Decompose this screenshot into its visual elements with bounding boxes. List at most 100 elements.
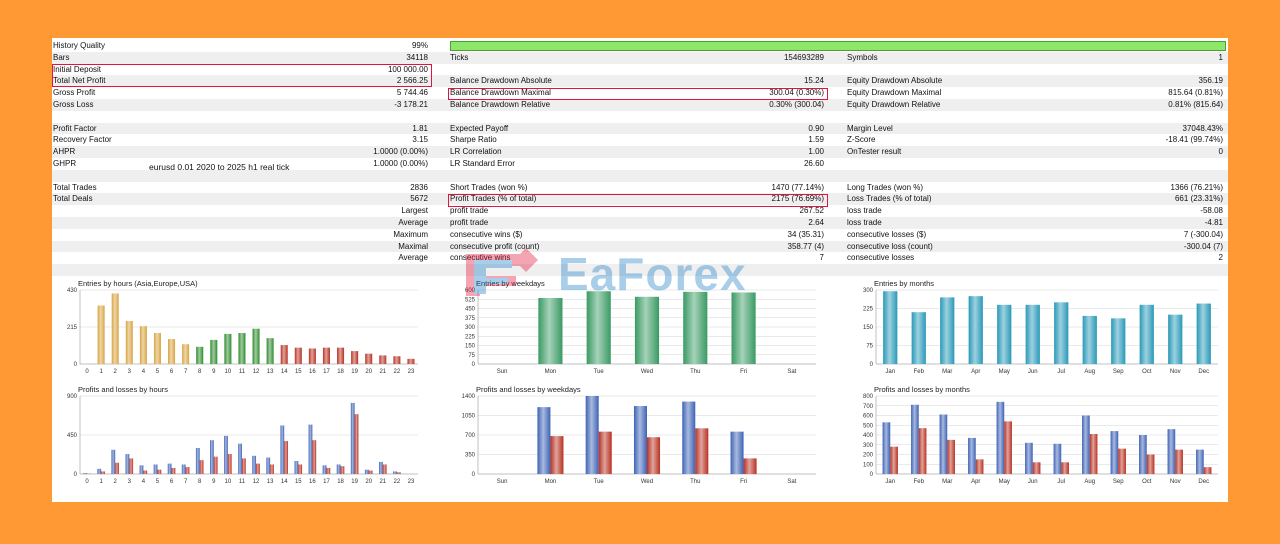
x-tick-label: 19 <box>351 479 358 485</box>
x-tick-label: Jun <box>1028 479 1038 485</box>
x-tick-label: 14 <box>281 369 288 375</box>
bar <box>241 458 246 474</box>
stat-value: 15.24 <box>803 76 824 86</box>
bar <box>139 326 147 364</box>
x-tick-label: 3 <box>128 369 132 375</box>
stat-label: Equity Drawdown Relative <box>847 100 941 109</box>
stat-label: Balance Drawdown Relative <box>450 100 551 109</box>
bar <box>182 344 190 364</box>
bar <box>115 462 120 474</box>
bar <box>266 457 271 474</box>
stats-row: Total Net Profit 2 566.25 Balance Drawdown… <box>52 75 1228 88</box>
stats-row <box>52 111 1228 123</box>
x-tick-label: 21 <box>379 369 386 375</box>
stat-value: 661 (23.31%) <box>1174 194 1223 204</box>
stat-value: 1.00 <box>808 147 824 157</box>
bar <box>298 464 303 474</box>
bar <box>153 333 161 364</box>
x-tick-label: Sun <box>497 369 508 375</box>
bar <box>1110 431 1119 474</box>
x-tick-label: 7 <box>184 369 188 375</box>
x-tick-label: Wed <box>641 479 653 485</box>
stats-row: Largest profit trade 267.52 loss trade -58.0… <box>52 205 1228 217</box>
stat-label: LR Standard Error <box>450 159 515 168</box>
x-tick-label: 14 <box>281 479 288 485</box>
bar <box>167 463 172 474</box>
bar <box>185 467 190 474</box>
stat-label: Bars <box>53 52 70 62</box>
bar <box>365 353 373 364</box>
x-tick-label: Mar <box>942 369 952 375</box>
y-tick-label: 600 <box>465 288 476 294</box>
y-tick-label: 0 <box>472 362 476 368</box>
x-tick-label: Nov <box>1170 479 1181 485</box>
x-tick-label: 23 <box>408 479 415 485</box>
x-tick-label: 10 <box>225 369 232 375</box>
y-tick-label: 100 <box>863 462 874 468</box>
bar <box>181 464 186 474</box>
bar <box>968 437 976 474</box>
bar <box>125 320 133 364</box>
stat-label: Profit Trades (% of total) <box>450 194 537 204</box>
bar <box>139 465 144 474</box>
bar <box>280 425 285 474</box>
stat-label: Initial Deposit <box>53 64 102 74</box>
stat-value: -300.04 (7) <box>1183 241 1223 251</box>
stat-label: Total Net Profit <box>53 76 106 86</box>
bar <box>911 404 919 474</box>
y-tick-label: 75 <box>866 344 873 350</box>
bar <box>308 424 313 474</box>
stat-label: Maximum <box>393 229 428 239</box>
x-tick-label: 16 <box>309 369 316 375</box>
bar <box>280 345 288 364</box>
stat-label: consecutive wins ($) <box>450 229 523 239</box>
logo-icon <box>466 248 538 296</box>
bar <box>585 396 599 474</box>
stats-row: History Quality 99% <box>52 40 1228 52</box>
bar <box>407 358 415 364</box>
stat-label: loss trade <box>847 218 882 227</box>
x-tick-label: 13 <box>267 369 274 375</box>
stat-value: 2175 (76.69%) <box>771 194 824 204</box>
chart-title: Entries by months <box>874 279 934 288</box>
bar <box>1168 314 1183 364</box>
bar <box>336 464 341 474</box>
stats-row: Bars 34118 Ticks 154693289 Symbols 1 <box>52 51 1228 64</box>
x-tick-label: 23 <box>408 369 415 375</box>
x-tick-label: 11 <box>239 479 246 485</box>
entries-by-weekdays-chart: Entries by weekdays 0 75 150 225 300 375 450 525… <box>465 279 816 375</box>
stat-value: 1.0000 (0.00%) <box>373 147 428 157</box>
y-tick-label: 0 <box>74 362 78 368</box>
bar <box>97 468 102 474</box>
y-tick-label: 0 <box>870 472 874 478</box>
highlight-box-profit-trades <box>448 194 828 207</box>
bar <box>168 339 176 364</box>
x-tick-label: 12 <box>253 369 260 375</box>
bar <box>1004 421 1012 474</box>
y-tick-label: 150 <box>863 325 874 331</box>
x-tick-label: Jul <box>1057 479 1065 485</box>
bar <box>270 464 274 474</box>
stat-label: Total Trades <box>53 182 97 192</box>
bar <box>1175 449 1183 474</box>
x-tick-label: Dec <box>1198 479 1209 485</box>
x-tick-label: Oct <box>1142 479 1152 485</box>
bar <box>196 346 204 364</box>
x-tick-label: Oct <box>1142 369 1152 375</box>
y-tick-label: 400 <box>863 433 874 439</box>
x-tick-label: Mar <box>942 479 952 485</box>
stats-row: Total Deals 5672 Profit Trades (% of total… <box>52 193 1228 206</box>
stat-label: Average <box>398 218 428 227</box>
annotation-note: eurusd 0.01 2020 to 2025 h1 real tick <box>149 162 290 172</box>
bar <box>364 469 369 474</box>
bar <box>996 401 1005 474</box>
bar <box>683 291 708 364</box>
x-tick-label: Feb <box>914 369 925 375</box>
report-panel: History Quality 99% Bars 34118 Ticks 15469328… <box>52 38 1228 502</box>
x-tick-label: Aug <box>1084 369 1095 375</box>
stat-value: 1.0000 (0.00%) <box>373 159 428 168</box>
stat-value: 0.90 <box>808 123 824 133</box>
stat-label: Long Trades (won %) <box>847 182 924 192</box>
y-tick-label: 500 <box>863 423 874 429</box>
